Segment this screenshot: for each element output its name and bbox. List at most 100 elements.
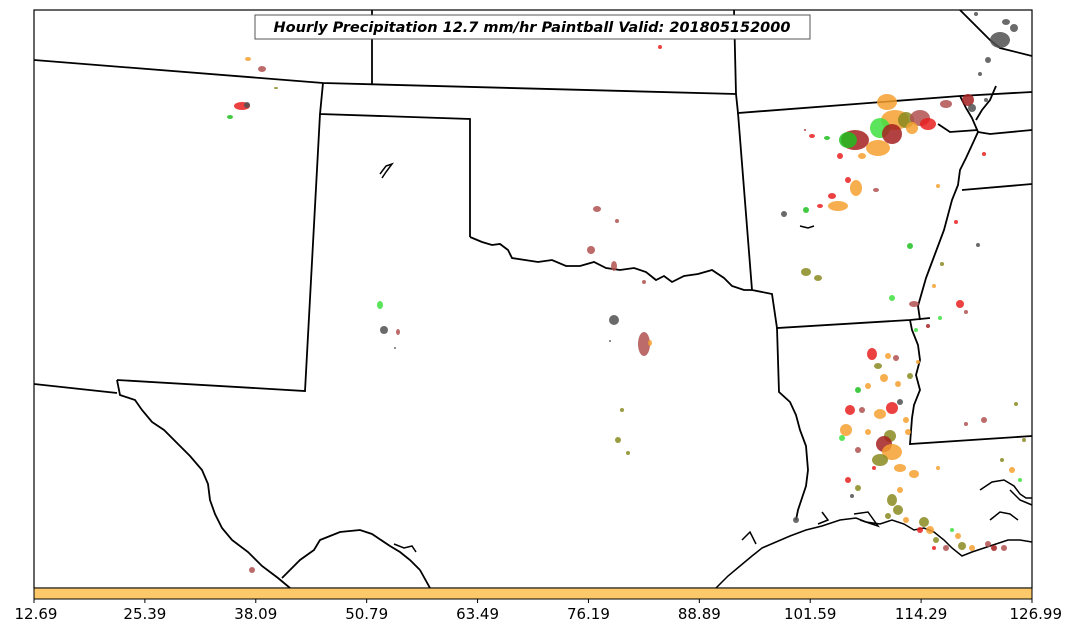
precip-blob-brown-red xyxy=(981,417,987,423)
precip-blob-green xyxy=(907,243,913,249)
precip-blob-olive xyxy=(872,454,888,466)
precip-blob-dark-red xyxy=(882,124,902,144)
precip-blob-light-green xyxy=(889,295,895,301)
precip-blob-light-green xyxy=(914,328,918,332)
precip-blob-brown-red xyxy=(638,332,650,356)
colorbar-tick-label: 88.89 xyxy=(678,605,721,623)
precip-blob-olive xyxy=(885,513,891,519)
precip-blob-dark-red xyxy=(804,129,806,131)
precip-blob-dark-gray xyxy=(1002,19,1010,25)
title-box: Hourly Precipitation 12.7 mm/hr Paintbal… xyxy=(254,14,811,40)
precip-blob-olive xyxy=(801,268,811,276)
precip-blob-olive xyxy=(887,494,897,506)
precip-blob-orange xyxy=(932,284,936,288)
precip-blob-olive xyxy=(874,363,882,369)
colorbar-tick-label: 126.99 xyxy=(1010,605,1063,623)
precip-blob-dark-red xyxy=(926,324,930,328)
colorbar-tick-label: 63.49 xyxy=(456,605,499,623)
precip-blob-orange xyxy=(903,517,909,523)
precip-blob-brown-red xyxy=(964,310,968,314)
precip-blob-dark-gray xyxy=(897,399,903,405)
colorbar-tick-label: 76.19 xyxy=(567,605,610,623)
precip-blob-green xyxy=(803,207,809,213)
precip-blob-dark-gray xyxy=(984,98,988,102)
precip-blob-orange xyxy=(877,94,897,110)
colorbar-tick-label: 101.59 xyxy=(784,605,837,623)
precip-blob-dark-gray xyxy=(244,102,250,108)
precip-blob-brown-red xyxy=(940,100,952,108)
precip-blob-orange xyxy=(840,424,852,436)
precip-blob-red xyxy=(917,527,923,533)
precip-blob-orange xyxy=(828,201,848,211)
precip-blob-olive xyxy=(893,505,903,515)
precip-blob-brown-red xyxy=(396,329,400,335)
colorbar-tick-label: 25.39 xyxy=(123,605,166,623)
precip-blob-orange xyxy=(905,429,911,435)
precip-blob-orange xyxy=(882,444,902,460)
precip-blob-green xyxy=(855,387,861,393)
precip-blob-red xyxy=(658,45,662,49)
map-layer xyxy=(34,10,1032,588)
precip-blob-olive xyxy=(274,87,278,89)
precip-blob-red xyxy=(845,177,851,183)
precip-blob-dark-gray xyxy=(1010,24,1018,32)
precip-blob-orange xyxy=(909,470,919,478)
precip-blob-green xyxy=(824,136,830,140)
precip-blob-red xyxy=(845,477,851,483)
precip-blob-orange xyxy=(874,409,886,419)
precip-blob-red xyxy=(872,466,876,470)
precip-blob-brown-red xyxy=(893,355,899,361)
map-frame xyxy=(33,9,1033,589)
precip-blob-olive xyxy=(855,485,861,491)
precip-blob-dark-gray xyxy=(609,340,611,342)
colorbar xyxy=(33,587,1033,600)
precip-blob-red xyxy=(886,402,898,414)
precip-blob-brown-red xyxy=(642,280,646,284)
precip-blob-brown-red xyxy=(964,422,968,426)
precip-blob-orange xyxy=(906,122,918,134)
precip-blob-red xyxy=(867,348,877,360)
precip-blob-orange xyxy=(880,374,888,382)
precip-blob-brown-red xyxy=(873,188,879,192)
precip-blob-brown-red xyxy=(985,541,991,547)
precip-blob-red xyxy=(920,118,936,130)
precip-blob-light-green xyxy=(938,316,942,320)
precip-blob-orange xyxy=(936,466,940,470)
precip-blob-orange xyxy=(969,545,975,551)
precip-blob-olive xyxy=(958,542,966,550)
precip-blob-olive xyxy=(626,451,630,455)
precip-blob-orange xyxy=(895,381,901,387)
precip-blob-orange xyxy=(903,417,909,423)
precip-blob-brown-red xyxy=(855,447,861,453)
precip-blob-red xyxy=(954,220,958,224)
precip-blob-brown-red xyxy=(943,545,949,551)
precip-blob-red xyxy=(809,134,815,138)
precip-blob-orange xyxy=(955,533,961,539)
precip-blob-orange xyxy=(865,383,871,389)
map-title: Hourly Precipitation 12.7 mm/hr Paintbal… xyxy=(274,20,791,36)
colorbar-tick-label: 50.79 xyxy=(345,605,388,623)
precip-blob-light-green xyxy=(1018,478,1022,482)
precip-blob-dark-gray xyxy=(985,57,991,63)
precipitation-paintballs xyxy=(227,12,1026,573)
precip-blob-red xyxy=(982,152,986,156)
precip-blob-green xyxy=(227,115,233,119)
precip-blob-orange xyxy=(926,526,934,534)
precip-blob-olive xyxy=(907,373,913,379)
precip-blob-orange xyxy=(245,57,251,61)
precip-blob-dark-gray xyxy=(974,12,978,16)
precip-blob-brown-red xyxy=(615,219,619,223)
precip-blob-orange xyxy=(1009,467,1015,473)
precip-blob-olive xyxy=(919,517,929,527)
colorbar-tick-label: 38.09 xyxy=(234,605,277,623)
precip-blob-orange xyxy=(866,140,890,156)
precip-blob-dark-gray xyxy=(968,104,976,112)
precip-blob-dark-gray xyxy=(850,494,854,498)
state-boundaries xyxy=(34,10,1032,588)
precip-blob-brown-red xyxy=(1001,545,1007,551)
precip-blob-red xyxy=(932,546,936,550)
title-box-border xyxy=(254,14,811,40)
precip-blob-dark-red xyxy=(991,545,997,551)
precip-blob-olive xyxy=(1000,458,1004,462)
precip-blob-dark-gray xyxy=(793,517,799,523)
